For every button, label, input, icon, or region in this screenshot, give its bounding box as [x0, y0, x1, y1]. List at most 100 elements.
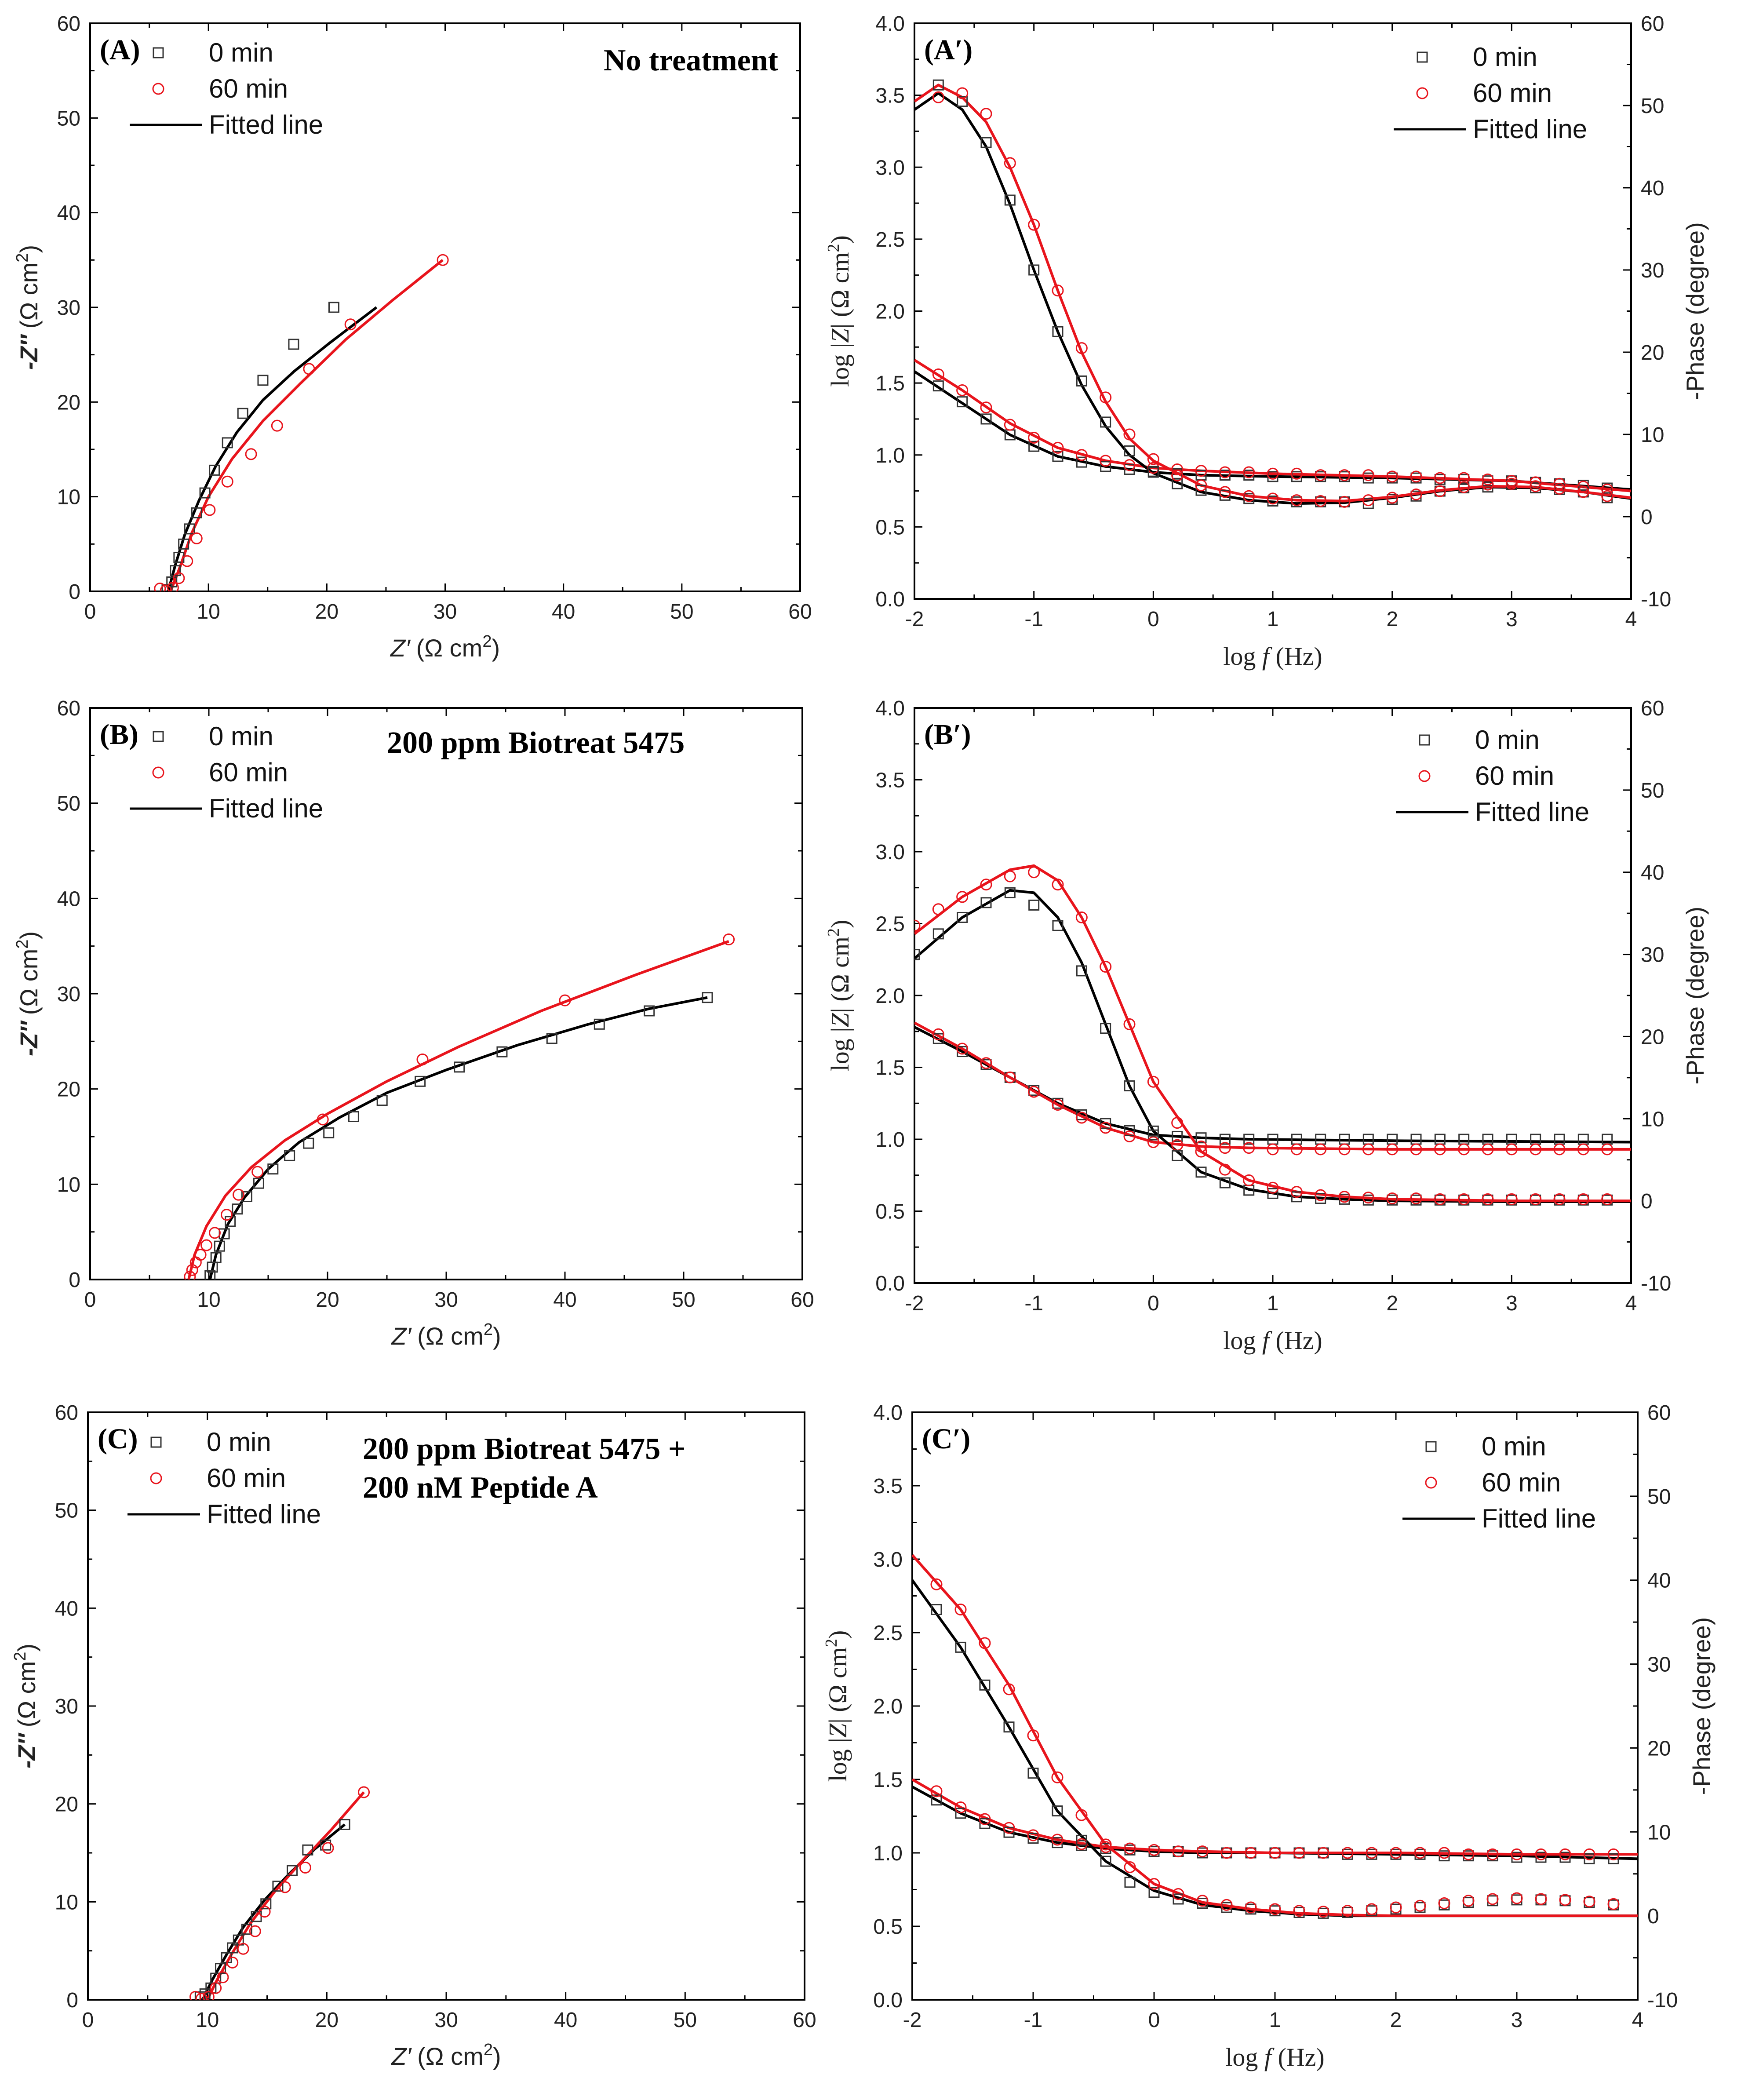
- legend: 0 min 60 min Fitted line: [1394, 42, 1587, 144]
- data-point-circle: [1052, 1099, 1064, 1111]
- data-point-circle: [217, 1971, 229, 1983]
- data-point-circle: [1338, 1143, 1351, 1156]
- legend-label: 60 min: [1482, 1468, 1561, 1497]
- data-point-circle: [210, 1982, 222, 1994]
- data-point-square: [339, 1819, 350, 1830]
- y-tick-label: 50: [57, 792, 80, 816]
- legend-label: Fitted line: [209, 794, 323, 823]
- x-tick-label: 1: [1269, 2009, 1281, 2032]
- x-tick-label: 20: [315, 2009, 339, 2032]
- data-point-circle: [1434, 472, 1446, 484]
- y2-tick-label: 60: [1647, 1401, 1671, 1425]
- fitted-line-3: [912, 1554, 1638, 1918]
- data-point-circle: [173, 572, 185, 584]
- data-point-square: [1147, 1125, 1159, 1137]
- data-point-circle: [209, 1227, 221, 1239]
- data-point-circle: [1290, 494, 1303, 507]
- data-point-circle: [317, 1113, 329, 1126]
- y-axis-label-sup: 2: [824, 244, 843, 252]
- data-point-circle: [190, 532, 203, 544]
- plot-area: [914, 79, 1631, 509]
- data-point-square: [214, 1240, 225, 1252]
- data-point-square: [931, 1604, 942, 1615]
- y2-tick-label: 40: [1641, 177, 1664, 200]
- x-tick-label: 50: [674, 2009, 697, 2032]
- data-point-circle: [1123, 428, 1136, 441]
- data-point-square: [496, 1046, 508, 1057]
- data-point-circle: [1530, 1193, 1542, 1205]
- y2-tick-label: 20: [1647, 1737, 1671, 1760]
- data-point-circle: [1148, 1844, 1160, 1856]
- data-point-square: [1291, 1191, 1302, 1203]
- plot-frame: [89, 707, 803, 1280]
- data-point-circle: [1147, 1136, 1159, 1148]
- data-point-circle: [932, 368, 944, 380]
- fitted-line-2: [912, 1579, 1638, 1918]
- data-point-circle: [956, 87, 969, 99]
- data-point-square: [1076, 456, 1087, 468]
- data-point-square: [1124, 463, 1135, 475]
- data-point-square: [1052, 326, 1064, 337]
- data-point-circle: [1607, 1848, 1620, 1860]
- plot-frame: [914, 707, 1632, 1284]
- y-axis-label-main: log |: [826, 1027, 854, 1071]
- data-point-circle: [1511, 1848, 1523, 1860]
- data-point-circle: [1100, 1122, 1112, 1134]
- data-point-circle: [1075, 1809, 1088, 1821]
- x-axis-label: log f (Hz): [1223, 642, 1322, 671]
- data-point-circle: [1535, 1893, 1547, 1905]
- legend-label: 0 min: [209, 722, 273, 751]
- data-point-square: [1100, 1856, 1111, 1867]
- data-point-square: [1076, 965, 1087, 977]
- y-tick-label: 1.5: [875, 1057, 905, 1080]
- plot-area: [184, 933, 735, 1280]
- data-point-circle: [1290, 1186, 1303, 1198]
- data-point-circle: [1243, 1174, 1255, 1186]
- data-point-square: [957, 911, 968, 923]
- data-point-circle: [1362, 1143, 1374, 1156]
- data-point-square: [1147, 466, 1159, 477]
- data-point-square: [1434, 1134, 1446, 1145]
- x-axis-label-symbol: Z′: [390, 2042, 412, 2070]
- data-point-circle: [271, 419, 283, 432]
- panel-label: (B′): [924, 718, 971, 751]
- x-axis-label: Z′ (Ω cm2): [390, 2041, 501, 2070]
- data-point-circle: [1414, 1899, 1426, 1912]
- data-point-circle: [956, 1043, 969, 1055]
- x-tick-label: 10: [197, 1288, 220, 1312]
- data-point-circle: [259, 1906, 271, 1918]
- data-point-square: [210, 1252, 222, 1263]
- y-tick-label: 2.5: [873, 1622, 903, 1645]
- data-point-circle: [1196, 1845, 1209, 1858]
- legend-label: 0 min: [209, 38, 273, 67]
- data-point-circle: [1315, 495, 1327, 507]
- data-point-circle: [954, 1801, 967, 1813]
- fitted-line-3: [914, 864, 1631, 1203]
- x-tick-label: 20: [315, 600, 339, 623]
- y-axis-label-unit: | (Ω cm: [826, 252, 854, 328]
- data-point-circle: [1196, 1895, 1209, 1907]
- legend-circle-icon: [1425, 1477, 1437, 1489]
- data-point-circle: [1267, 467, 1279, 480]
- x-tick-label: 2: [1390, 2009, 1402, 2032]
- data-point-circle: [1577, 1143, 1589, 1156]
- data-point-circle: [932, 903, 944, 915]
- data-point-circle: [559, 994, 571, 1006]
- x-tick-label: 1: [1267, 1292, 1279, 1315]
- data-point-circle: [1123, 459, 1136, 471]
- data-point-circle: [344, 318, 357, 331]
- data-point-square: [287, 1865, 298, 1876]
- legend: 0 min 60 min Fitted line: [130, 722, 323, 823]
- plot-area: [189, 1786, 370, 2000]
- data-point-square: [191, 507, 202, 518]
- data-point-square: [1172, 1150, 1183, 1161]
- legend-square-icon: [153, 47, 164, 58]
- data-point-circle: [1410, 1143, 1422, 1156]
- data-point-circle: [1171, 470, 1184, 481]
- data-point-circle: [1458, 481, 1470, 493]
- y2-tick-label: 50: [1641, 779, 1664, 802]
- data-point-circle: [1434, 485, 1446, 497]
- y-axis-label-symbol: -Z′′: [13, 1732, 40, 1768]
- x-tick-label: 2: [1386, 608, 1398, 631]
- data-point-square: [199, 487, 211, 499]
